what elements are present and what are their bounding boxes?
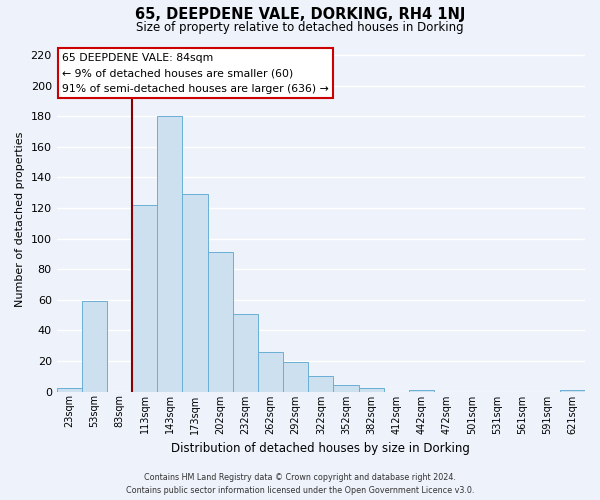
- Bar: [182, 194, 208, 392]
- Y-axis label: Number of detached properties: Number of detached properties: [15, 132, 25, 307]
- Text: Size of property relative to detached houses in Dorking: Size of property relative to detached ho…: [136, 21, 464, 34]
- Text: Contains HM Land Registry data © Crown copyright and database right 2024.
Contai: Contains HM Land Registry data © Crown c…: [126, 474, 474, 495]
- Bar: [82, 302, 107, 392]
- Bar: [560, 390, 585, 392]
- Text: 65, DEEPDENE VALE, DORKING, RH4 1NJ: 65, DEEPDENE VALE, DORKING, RH4 1NJ: [135, 8, 465, 22]
- Bar: [233, 314, 258, 392]
- Bar: [258, 352, 283, 392]
- Bar: [56, 388, 82, 392]
- Bar: [334, 386, 359, 392]
- Bar: [132, 205, 157, 392]
- Bar: [157, 116, 182, 392]
- X-axis label: Distribution of detached houses by size in Dorking: Distribution of detached houses by size …: [172, 442, 470, 455]
- Bar: [359, 388, 384, 392]
- Bar: [308, 376, 334, 392]
- Bar: [283, 362, 308, 392]
- Bar: [208, 252, 233, 392]
- Bar: [409, 390, 434, 392]
- Text: 65 DEEPDENE VALE: 84sqm
← 9% of detached houses are smaller (60)
91% of semi-det: 65 DEEPDENE VALE: 84sqm ← 9% of detached…: [62, 52, 329, 94]
